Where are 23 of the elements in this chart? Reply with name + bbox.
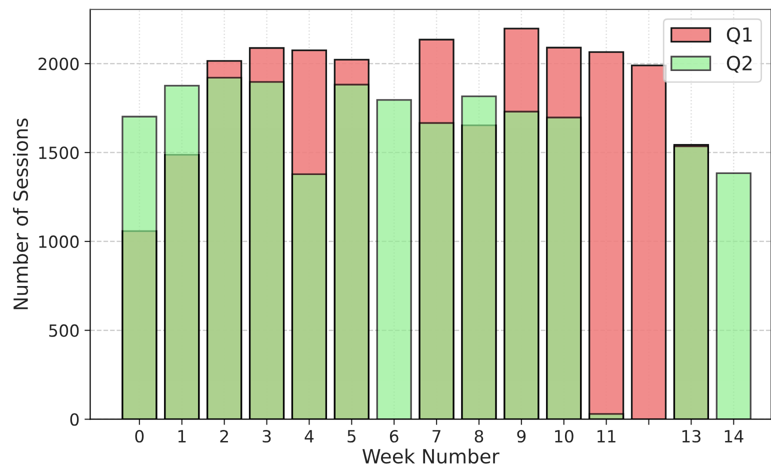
x-axis-title: Week Number (362, 448, 500, 464)
x-tick-label: 13 (682, 430, 700, 443)
legend-label: Q2 (726, 56, 752, 73)
y-tick-label: 1500 (39, 146, 79, 160)
x-tick-label: 5 (348, 430, 356, 443)
x-tick-label: 0 (135, 430, 144, 443)
x-tick-label: 10 (555, 430, 574, 443)
x-tick-label: 4 (304, 430, 314, 442)
x-tick-label: 11 (598, 430, 616, 442)
y-axis-title: Number of Sessions (13, 118, 28, 310)
x-tick-label: 1 (178, 430, 186, 442)
x-tick-label: 7 (432, 430, 440, 442)
x-tick-label: 2 (220, 430, 228, 442)
x-tick-label: 6 (390, 430, 398, 443)
y-tick-label: 500 (49, 324, 79, 337)
y-tick-label: 2000 (38, 58, 79, 70)
x-tick-label: 8 (474, 430, 484, 443)
legend-label: Q1 (726, 27, 752, 44)
x-tick-label: 14 (724, 430, 744, 442)
x-tick-label: 3 (262, 430, 271, 443)
y-tick-label: 0 (70, 413, 79, 426)
y-tick-label: 1000 (39, 235, 79, 248)
x-tick-label: 9 (517, 430, 526, 443)
